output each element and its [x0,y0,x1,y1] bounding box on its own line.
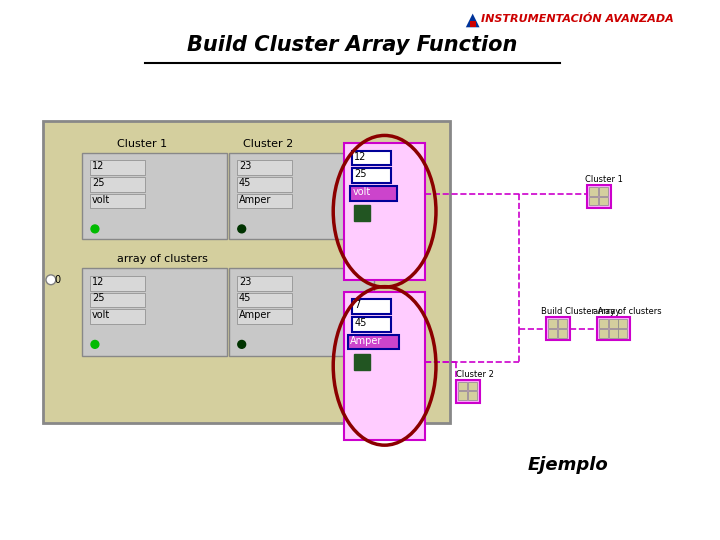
Bar [82,153,227,239]
Bar [608,319,618,328]
Text: 12: 12 [354,152,366,161]
Text: Cluster 1: Cluster 1 [117,139,168,149]
Text: Build Cluster Array Function: Build Cluster Array Function [187,35,518,55]
Bar [237,177,292,192]
Bar [90,293,145,307]
Bar [90,160,145,175]
Text: 0: 0 [55,275,61,285]
Bar [548,319,557,328]
Circle shape [91,225,99,233]
Bar [82,268,227,356]
Bar [468,392,477,400]
Polygon shape [466,14,480,28]
Text: Amper: Amper [351,335,383,346]
Polygon shape [469,22,476,28]
Bar [348,335,400,349]
Text: 7: 7 [354,300,361,310]
Text: Build Cluster Array: Build Cluster Array [541,307,621,316]
Bar [618,319,627,328]
Bar [344,143,425,280]
Bar [558,329,567,338]
Bar [43,122,450,423]
Text: 23: 23 [239,161,251,171]
Text: volt: volt [92,194,110,205]
Bar [468,382,477,390]
Circle shape [238,340,246,348]
Bar [588,185,611,208]
Text: Cluster 1: Cluster 1 [585,175,623,184]
Circle shape [91,340,99,348]
Text: volt: volt [352,187,371,197]
Bar [229,153,374,239]
Bar [599,197,608,205]
Text: 23: 23 [239,277,251,287]
Text: Amper: Amper [239,194,271,205]
Bar [237,293,292,307]
Text: 45: 45 [354,318,366,328]
Text: 25: 25 [354,169,366,179]
Bar [599,329,608,338]
Bar [597,317,630,340]
Bar [558,319,567,328]
Bar [548,329,557,338]
Bar [458,392,467,400]
Bar [354,354,370,370]
Bar [354,205,370,221]
Text: 12: 12 [92,161,104,171]
Text: volt: volt [92,310,110,320]
Bar [90,177,145,192]
Text: 12: 12 [92,277,104,287]
Bar [351,186,397,200]
Bar [352,317,392,332]
Text: 45: 45 [239,178,251,188]
Bar [237,160,292,175]
Text: 25: 25 [92,178,104,188]
Bar [458,382,467,390]
Bar [599,187,608,195]
Text: Cluster 2: Cluster 2 [456,370,494,379]
Bar [237,194,292,208]
Bar [352,151,392,165]
Circle shape [238,225,246,233]
Bar [90,276,145,291]
Bar [352,168,392,183]
Bar [618,329,627,338]
Text: array of clusters: array of clusters [593,307,662,316]
Text: Amper: Amper [239,310,271,320]
Bar [344,292,425,440]
Text: 25: 25 [92,293,104,303]
Text: INSTRUMENTACIÓN AVANZADA: INSTRUMENTACIÓN AVANZADA [482,14,674,24]
Circle shape [46,275,55,285]
Text: array of clusters: array of clusters [117,254,208,265]
Bar [90,309,145,324]
Bar [599,319,608,328]
Bar [90,194,145,208]
Bar [352,299,392,314]
Text: Cluster 2: Cluster 2 [243,139,293,149]
Bar [229,268,374,356]
Bar [546,317,570,340]
Bar [608,329,618,338]
Text: Ejemplo: Ejemplo [527,456,608,474]
Bar [237,276,292,291]
Bar [589,187,598,195]
Bar [589,197,598,205]
Text: 45: 45 [239,293,251,303]
Bar [456,380,480,403]
Bar [237,309,292,324]
